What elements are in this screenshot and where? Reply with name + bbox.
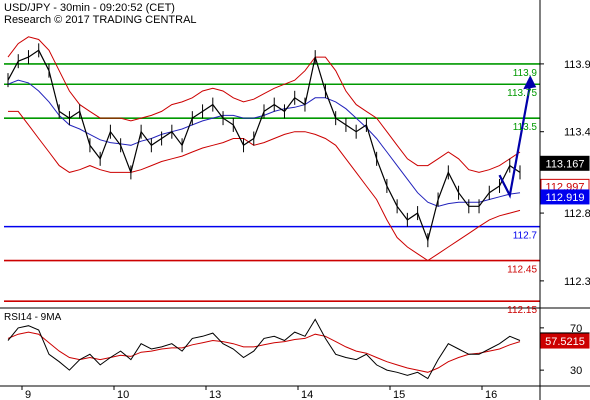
price-series: [7, 43, 521, 248]
rsi-badge-box: [540, 333, 590, 349]
price-tick-label: 112.8: [564, 208, 590, 220]
time-tick-label: 10: [117, 389, 129, 400]
projection-arrow: [498, 75, 537, 199]
level-label: 113.9: [513, 68, 538, 79]
price-badge-label: 113.167: [546, 158, 585, 170]
price-badge-label: 112.919: [546, 192, 585, 204]
projection-arrowhead: [523, 75, 537, 90]
time-tick-label: 13: [209, 389, 221, 400]
bollinger-upper-line: [7, 36, 521, 173]
price-tick-label: 112.3: [564, 276, 590, 288]
level-label: 113.75: [507, 88, 537, 99]
price-badge-box: [540, 155, 590, 171]
rsi-badge-label: 57.5215: [545, 336, 585, 348]
level-label: 112.7: [513, 231, 538, 242]
projection-line: [498, 84, 532, 199]
time-tick-label: 9: [25, 389, 31, 400]
rsi-badge: 57.5215: [540, 333, 590, 349]
level-label: 112.15: [507, 305, 537, 316]
time-tick-label: 15: [393, 389, 405, 400]
bollinger-lower-line: [8, 110, 521, 262]
price-badge-box: [540, 189, 590, 205]
level-label: 113.5: [513, 122, 538, 133]
price-badge: 112.919: [540, 189, 590, 205]
price-tick-label: 113.4: [564, 127, 590, 139]
level-labels: 113.9 113.75 113.5 112.7 112.45 112.15: [507, 68, 537, 316]
rsi-title: RSI14 - 9MA: [4, 312, 62, 323]
time-tick-label: 16: [485, 389, 497, 400]
chart-title: USD/JPY - 30min - 09:20:52 (CET): [4, 2, 175, 14]
price-line: [7, 49, 521, 243]
price-tick-label: 113.9: [564, 59, 590, 71]
chart-subtitle: Research © 2017 TRADING CENTRAL: [4, 14, 197, 26]
level-lines: [4, 63, 540, 303]
rsi-lines: [7, 318, 521, 380]
time-tick-label: 14: [301, 389, 313, 400]
rsi-tick-label: 30: [570, 365, 582, 377]
rsi-tick-label: 70: [570, 323, 582, 335]
rsi-line: [7, 318, 521, 380]
level-label: 112.45: [507, 265, 537, 276]
price-badge: 113.167: [540, 155, 590, 171]
